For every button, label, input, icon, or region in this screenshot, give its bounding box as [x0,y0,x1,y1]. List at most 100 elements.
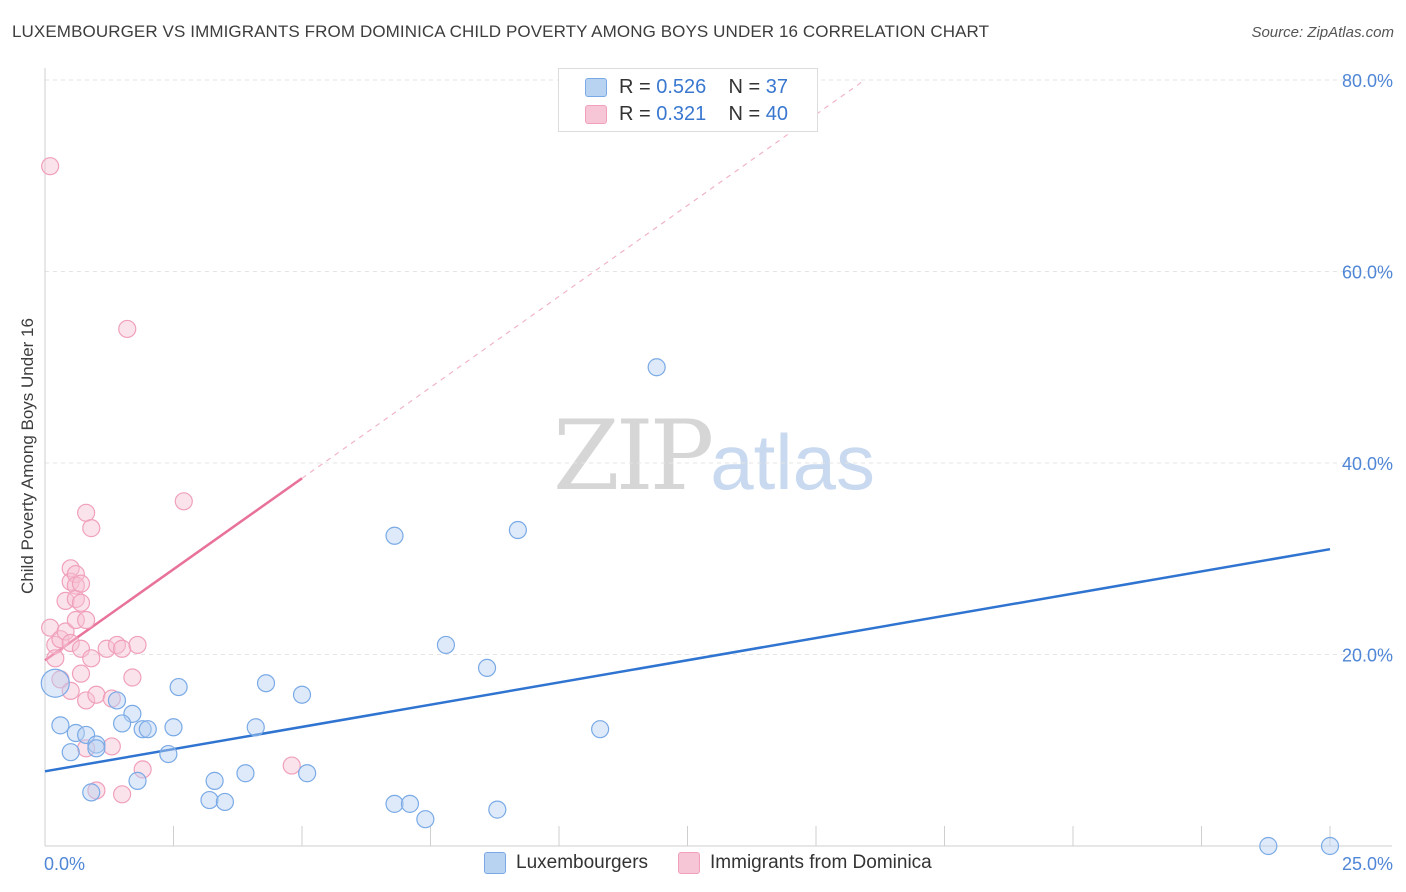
point-dominica [41,618,60,637]
point-luxembourgers [107,691,127,710]
legend-swatch-pink [585,104,607,124]
point-dominica [66,610,85,630]
legend-label-dominica: Immigrants from Dominica [710,852,932,873]
point-luxembourgers [61,743,80,762]
chart-title: LUXEMBOURGER VS IMMIGRANTS FROM DOMINICA… [12,22,990,41]
point-dominica [174,492,193,511]
y-tick-label: 20.0% [1342,646,1393,666]
point-luxembourgers [292,685,312,704]
trend-line-luxembourgers [44,547,1331,773]
point-dominica [77,691,96,710]
point-dominica [77,739,96,758]
point-luxembourgers [1259,836,1278,856]
point-dominica [87,685,106,704]
legend-n-value: 37 [765,75,789,98]
point-luxembourgers [200,790,219,810]
point-luxembourgers [87,739,106,758]
y-tick-label: 60.0% [1342,263,1393,283]
legend-n-value: 40 [765,102,789,125]
source-label: Source: ZipAtlas.com [1251,24,1394,41]
point-luxembourgers [477,658,497,678]
point-luxembourgers [1320,836,1340,856]
legend-r-label: R = [619,75,651,98]
stats-legend: R = 0.526 N = 37 R = 0.321 N = 40 [558,68,818,132]
legend-swatch-blue [484,852,506,874]
trend-lines [44,79,1331,773]
point-dominica [77,610,96,630]
point-dominica [77,503,96,522]
point-luxembourgers [128,771,147,790]
point-dominica [56,622,75,641]
point-luxembourgers [385,794,404,813]
point-dominica [46,635,65,655]
point-luxembourgers [298,764,317,783]
point-luxembourgers [591,720,610,739]
point-dominica [41,157,60,176]
point-luxembourgers [87,735,106,754]
point-dominica [112,785,132,804]
point-dominica [61,559,80,578]
y-tick-label: 80.0% [1342,71,1393,91]
data-points [40,157,1340,856]
point-dominica [46,649,65,668]
point-dominica [123,668,142,687]
point-luxembourgers [51,716,70,735]
y-tick-label: 40.0% [1342,454,1393,474]
point-dominica [61,633,80,653]
point-luxembourgers [416,810,435,829]
point-luxembourgers [236,764,255,783]
point-luxembourgers [436,635,456,655]
legend-swatch-pink [678,852,701,874]
point-dominica [118,319,137,339]
point-luxembourgers [169,677,188,697]
point-luxembourgers [205,771,224,790]
legend-label-luxembourgers: Luxembourgers [516,852,649,873]
legend-n-label: N = [728,75,761,98]
trend-extension-dominica [301,79,866,479]
point-dominica [128,635,147,655]
axes [44,68,1392,847]
point-luxembourgers [215,792,234,812]
point-luxembourgers [164,718,183,737]
grid-lines [45,79,1392,655]
point-luxembourgers [40,668,70,698]
legend-swatch-blue [585,77,607,97]
point-luxembourgers [647,358,666,377]
point-dominica [82,519,101,538]
point-luxembourgers [246,718,265,737]
point-dominica [71,574,91,593]
x-tick-label-max: 25.0% [1342,854,1393,874]
point-dominica [282,756,301,775]
point-luxembourgers [159,744,178,764]
series-legend: Luxembourgers Immigrants from Dominica [484,852,962,874]
point-luxembourgers [256,674,276,693]
point-luxembourgers [133,720,152,739]
point-dominica [71,593,91,612]
legend-row-dominica: R = 0.321 N = 40 [585,103,788,125]
watermark: ZIPatlas [553,400,875,512]
legend-n-label: N = [728,102,761,125]
legend-row-luxembourgers: R = 0.526 N = 37 [585,76,788,98]
point-dominica [112,639,132,658]
legend-r-value: 0.321 [656,102,707,125]
legend-item-luxembourgers[interactable]: Luxembourgers [484,852,648,874]
x-tick-label-min: 0.0% [44,854,85,874]
point-luxembourgers [112,714,132,733]
trend-line-dominica [44,477,303,662]
point-luxembourgers [385,526,404,545]
point-luxembourgers [138,720,157,739]
point-luxembourgers [508,520,527,540]
point-dominica [133,760,152,779]
point-luxembourgers [488,800,507,819]
point-luxembourgers [82,783,101,802]
legend-r-value: 0.526 [656,75,707,98]
watermark-zip: ZIP [553,400,714,512]
watermark-atlas: atlas [710,418,875,506]
point-dominica [102,737,121,756]
legend-item-dominica[interactable]: Immigrants from Dominica [678,852,932,874]
legend-r-label: R = [619,102,651,125]
point-dominica [61,681,80,700]
point-luxembourgers [400,794,420,813]
point-dominica [97,639,116,658]
